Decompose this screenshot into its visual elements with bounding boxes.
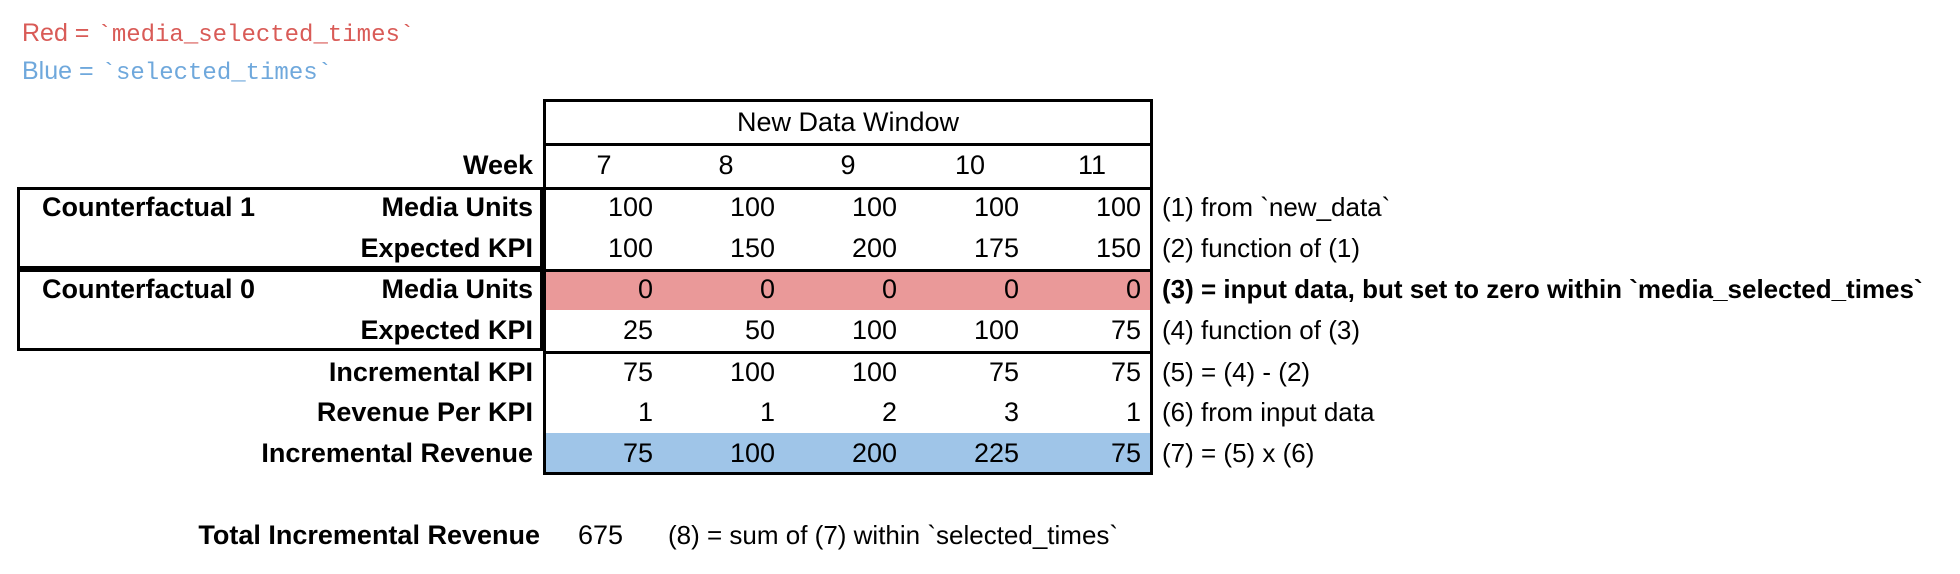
annotation-8: (8) = sum of (7) within `selected_times`	[668, 520, 1119, 550]
table-cell: 100	[973, 192, 1019, 222]
annotation-3: (3) = input data, but set to zero within…	[1162, 274, 1923, 304]
table-cell: 3	[1003, 397, 1019, 427]
table-cell: 0	[881, 274, 897, 304]
counterfactual-0-label: Counterfactual 0	[42, 274, 256, 304]
annotation-4: (4) function of (3)	[1162, 315, 1360, 345]
table-cell: 200	[851, 233, 897, 263]
row-label-revenue-per-kpi: Revenue Per KPI	[316, 397, 533, 427]
table-cell: 100	[729, 357, 775, 387]
table-cell: 0	[637, 274, 653, 304]
week-row-label: Week	[462, 150, 533, 180]
table-cell: 100	[607, 233, 653, 263]
table-cell: 1	[759, 397, 775, 427]
table-cell: 200	[851, 438, 897, 468]
table-cell: 100	[851, 192, 897, 222]
media-selected-times-highlight	[546, 272, 1150, 310]
table-cell: 75	[622, 357, 653, 387]
row-label-incremental-kpi: Incremental KPI	[328, 357, 533, 387]
week-cell: 11	[1077, 150, 1107, 180]
table-cell: 100	[1095, 192, 1141, 222]
week-cell: 10	[954, 150, 986, 180]
legend-red-code: `media_selected_times`	[97, 22, 415, 49]
table-row-incremental-revenue: 75 100 200 225 75	[543, 433, 1153, 474]
row-label-media-units-cf1: Media Units	[381, 192, 533, 222]
table-row-expected-kpi-cf1: 100 150 200 175 150	[543, 228, 1153, 269]
table-cell: 175	[973, 233, 1019, 263]
annotation-1: (1) from `new_data`	[1162, 192, 1391, 222]
table-cell: 225	[973, 438, 1019, 468]
table-cell: 100	[729, 438, 775, 468]
table-cell: 100	[851, 315, 897, 345]
table-cell: 25	[622, 315, 653, 345]
table-row-media-units-cf1: 100 100 100 100 100	[543, 187, 1153, 228]
annotation-7: (7) = (5) x (6)	[1162, 438, 1315, 468]
legend-blue-label: Blue =	[22, 57, 94, 85]
table-cell: 0	[1125, 274, 1141, 304]
divider-below-header	[546, 143, 1150, 146]
legend-red: Red = `media_selected_times`	[22, 18, 415, 49]
table-cell: 2	[881, 397, 897, 427]
week-row: 7 8 9 10 11	[543, 143, 1153, 187]
table-cell: 150	[1095, 233, 1141, 263]
table-cell: 1	[1125, 397, 1141, 427]
table-cell: 0	[1003, 274, 1019, 304]
table-cell: 100	[973, 315, 1019, 345]
table-cell: 100	[851, 357, 897, 387]
data-table-frame	[543, 99, 1153, 475]
selected-times-highlight	[546, 433, 1150, 472]
table-header-title: New Data Window	[736, 107, 960, 137]
counterfactual-1-box	[17, 187, 543, 269]
row-label-expected-kpi-cf0: Expected KPI	[360, 315, 533, 345]
table-cell: 75	[622, 438, 653, 468]
week-cell: 8	[718, 150, 734, 180]
row-label-expected-kpi-cf1: Expected KPI	[360, 233, 533, 263]
legend-blue: Blue = `selected_times`	[22, 56, 333, 87]
row-label-incremental-revenue: Incremental Revenue	[261, 438, 533, 468]
week-cell: 9	[840, 150, 856, 180]
divider-counterfactual0-top	[546, 269, 1150, 272]
divider-below-week-row	[546, 187, 1150, 190]
table-cell: 75	[988, 357, 1019, 387]
table-cell: 75	[1110, 315, 1141, 345]
table-cell: 1	[637, 397, 653, 427]
counterfactual-0-box	[17, 269, 543, 351]
divider-counterfactual0-bottom	[546, 351, 1150, 354]
legend-red-label: Red =	[22, 19, 90, 47]
table-cell: 100	[729, 192, 775, 222]
annotation-6: (6) from input data	[1162, 397, 1375, 427]
table-cell: 75	[1110, 357, 1141, 387]
week-cell: 7	[596, 150, 612, 180]
legend-blue-code: `selected_times`	[101, 60, 333, 87]
table-row-incremental-kpi: 75 100 100 75 75	[543, 352, 1153, 393]
total-incremental-revenue-label: Total Incremental Revenue	[198, 520, 540, 550]
table-cell: 150	[729, 233, 775, 263]
annotation-2: (2) function of (1)	[1162, 233, 1360, 263]
table-row-expected-kpi-cf0: 25 50 100 100 75	[543, 310, 1153, 351]
table-row-revenue-per-kpi: 1 1 2 3 1	[543, 392, 1153, 433]
table-cell: 50	[744, 315, 775, 345]
annotation-5: (5) = (4) - (2)	[1162, 357, 1311, 387]
table-cell: 75	[1110, 438, 1141, 468]
counterfactual-1-label: Counterfactual 1	[42, 192, 256, 222]
table-cell: 100	[607, 192, 653, 222]
table-cell: 0	[759, 274, 775, 304]
row-label-media-units-cf0: Media Units	[381, 274, 533, 304]
total-incremental-revenue-value: 675	[577, 520, 623, 550]
table-row-media-units-cf0: 0 0 0 0 0	[543, 269, 1153, 310]
